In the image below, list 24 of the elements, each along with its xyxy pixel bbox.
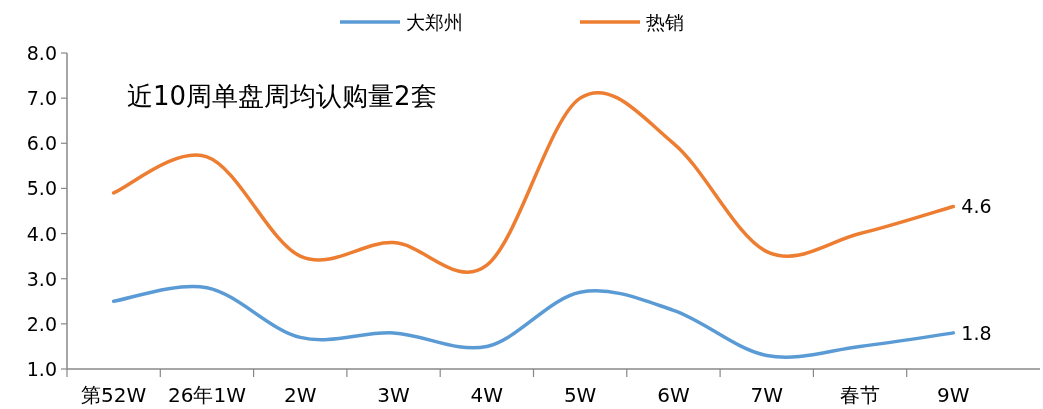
x-tick-label: 26年1W [167,383,247,407]
x-tick-label: 7W [750,383,784,407]
x-tick-label: 第52W [81,383,147,407]
y-tick-label: 6.0 [26,132,57,155]
x-tick-label: 9W [937,383,970,407]
y-tick-label: 7.0 [26,87,57,110]
x-tick-label: 6W [657,383,690,407]
y-tick-label: 3.0 [26,267,57,290]
y-tick-label: 4.0 [26,222,57,245]
x-tick-label: 3W [377,383,411,407]
y-tick-label: 5.0 [26,177,57,200]
y-tick-label: 8.0 [26,42,57,64]
title: 近10周单盘周均认购量2套 [127,81,437,111]
x-tick-label: 春节 [840,383,881,407]
line-series [111,284,956,359]
x-tick-label: 2W [284,383,317,407]
data-label: 1.8 [961,321,992,344]
y-tick-label: 2.0 [26,312,57,335]
legend-label: 热销 [646,11,684,33]
data-label: 4.6 [961,195,992,218]
x-tick-label: 4W [470,383,504,407]
legend-label: 大郑州 [406,11,463,33]
y-tick-label: 1.0 [26,358,57,380]
x-tick-label: 5W [563,383,597,407]
